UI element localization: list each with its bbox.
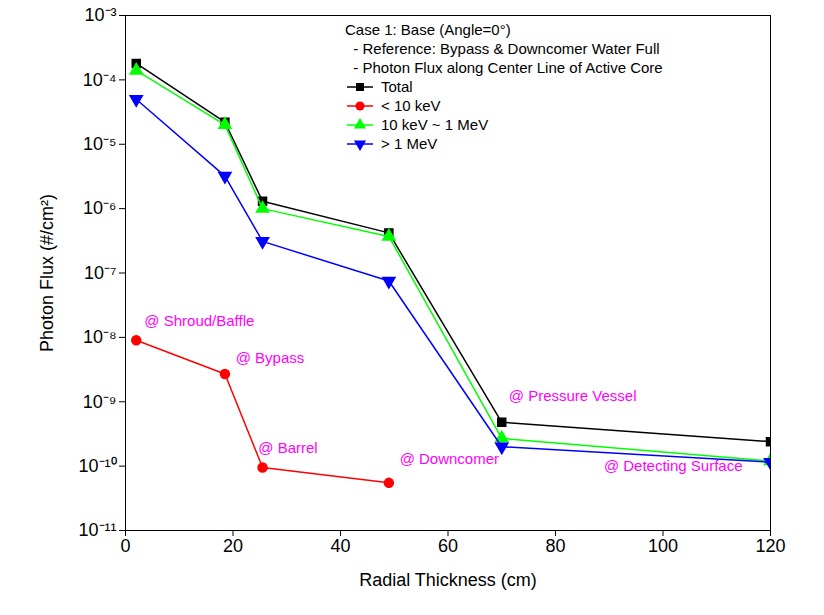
html-text:< 10 keV: < 10 keV <box>381 97 441 114</box>
svg-text:10⁻⁸: 10⁻⁸ <box>83 327 117 347</box>
svg-text:@ Detecting Surface: @ Detecting Surface <box>604 457 743 474</box>
svg-text:10⁻⁹: 10⁻⁹ <box>83 392 117 412</box>
svg-text:40: 40 <box>330 536 350 556</box>
svg-text:0: 0 <box>120 536 130 556</box>
svg-text:@ Barrel: @ Barrel <box>258 439 317 456</box>
svg-text:120: 120 <box>755 536 785 556</box>
html-text:Total: Total <box>381 78 413 95</box>
html-text:Case 1: Base (Angle=0°): Case 1: Base (Angle=0°) <box>345 21 511 38</box>
html-text:- Reference: Bypass & Downcome: - Reference: Bypass & Downcomer Water Fu… <box>345 40 660 57</box>
svg-text:Radial Thickness (cm): Radial Thickness (cm) <box>359 570 537 590</box>
svg-text:10⁻¹¹: 10⁻¹¹ <box>78 520 116 540</box>
svg-text:10⁻⁶: 10⁻⁶ <box>83 198 116 218</box>
svg-text:10⁻¹⁰: 10⁻¹⁰ <box>78 456 116 476</box>
svg-text:10⁻⁴: 10⁻⁴ <box>83 70 117 90</box>
svg-text:10⁻⁵: 10⁻⁵ <box>83 134 116 154</box>
html-text:- Photon Flux along Center Lin: - Photon Flux along Center Line of Activ… <box>345 59 663 76</box>
svg-text:100: 100 <box>648 536 678 556</box>
svg-text:@ Bypass: @ Bypass <box>236 349 305 366</box>
svg-text:20: 20 <box>223 536 243 556</box>
svg-text:10⁻⁷: 10⁻⁷ <box>84 263 117 283</box>
svg-text:@ Downcomer: @ Downcomer <box>400 450 499 467</box>
svg-text:60: 60 <box>438 536 458 556</box>
svg-text:10⁻³: 10⁻³ <box>84 5 116 25</box>
html-text:10 keV ~ 1 MeV: 10 keV ~ 1 MeV <box>381 116 489 133</box>
html-text:> 1 MeV: > 1 MeV <box>381 135 438 152</box>
svg-text:@ Shroud/Baffle: @ Shroud/Baffle <box>144 312 254 329</box>
svg-text:Photon Flux (#/cm²): Photon Flux (#/cm²) <box>37 194 57 352</box>
svg-text:@ Pressure Vessel: @ Pressure Vessel <box>509 387 637 404</box>
svg-text:80: 80 <box>545 536 565 556</box>
